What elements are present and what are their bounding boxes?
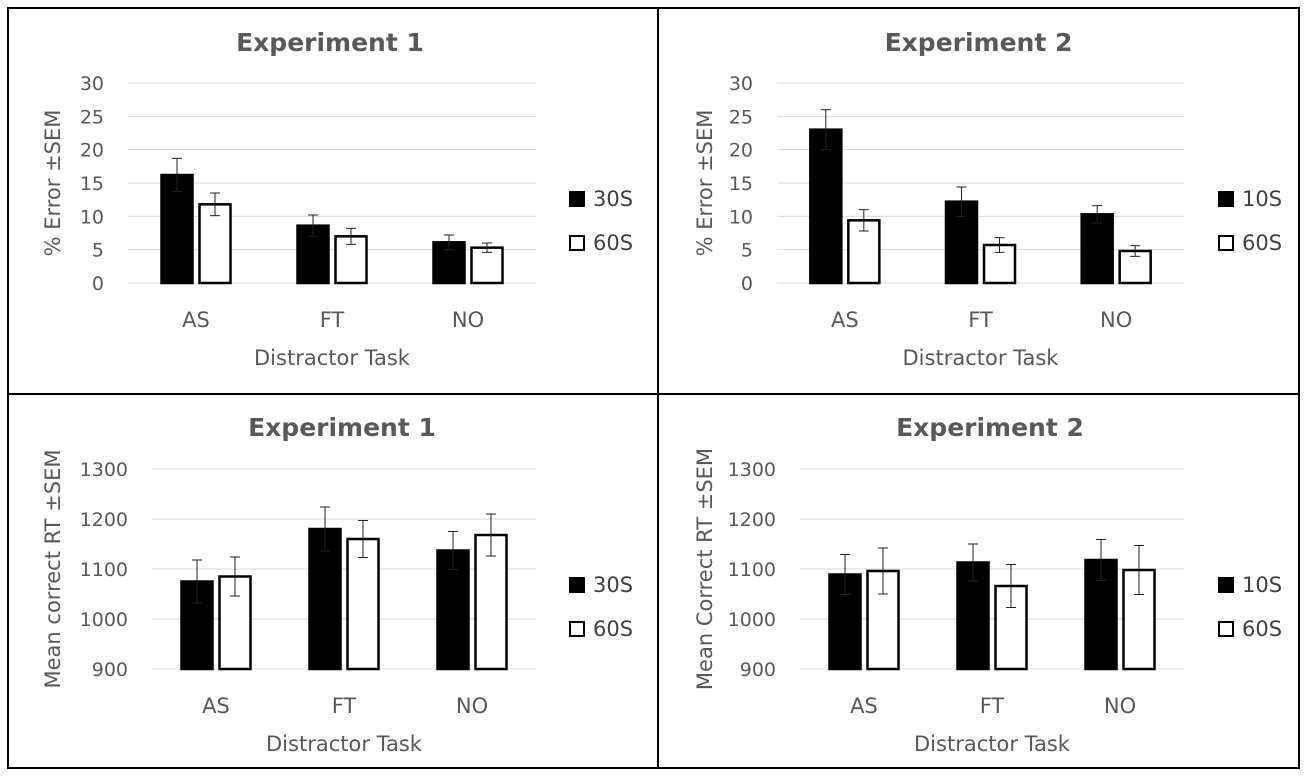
legend-swatch-60s <box>1218 235 1234 251</box>
legend-label-10s: 10S <box>1242 573 1282 597</box>
y-tick-label: 1200 <box>80 509 128 531</box>
bar-no-60s <box>470 246 504 285</box>
bar-no-30s <box>436 549 470 671</box>
legend-swatch-60s <box>569 235 585 251</box>
y-tick-label: 1100 <box>728 559 776 581</box>
y-tick-label: 20 <box>729 140 753 162</box>
bar-as-10s <box>809 128 843 285</box>
x-tick-label: NO <box>1100 308 1132 332</box>
legend-label-30s: 30S <box>593 573 633 597</box>
x-tick-label: FT <box>968 308 993 332</box>
bar-no-10s <box>1080 213 1114 285</box>
y-tick-label: 1100 <box>80 559 128 581</box>
x-tick-label: NO <box>1104 694 1136 718</box>
bar-ft-10s <box>956 561 990 671</box>
legend-swatch-10s <box>1218 191 1234 207</box>
y-tick-label: 0 <box>92 273 104 295</box>
x-tick-label: NO <box>452 308 484 332</box>
chart-title: Experiment 2 <box>896 413 1084 442</box>
legend-label-30s: 30S <box>593 187 633 211</box>
legend-swatch-60s <box>569 621 585 637</box>
y-tick-label: 900 <box>740 659 776 681</box>
x-tick-label: AS <box>182 308 210 332</box>
x-tick-label: NO <box>456 694 488 718</box>
y-tick-label: 0 <box>741 273 753 295</box>
bar-ft-60s <box>982 243 1017 285</box>
y-axis-label: Mean Correct RT ±SEM <box>693 448 717 690</box>
chart-panel-3: Experiment 1 900 1000 1100 1200 1300 Mean corr… <box>41 413 633 756</box>
y-tick-label: 1300 <box>728 459 776 481</box>
y-tick-label: 30 <box>729 73 753 95</box>
y-tick-label: 1300 <box>80 459 128 481</box>
x-tick-label: AS <box>202 694 230 718</box>
legend-label-60s: 60S <box>593 617 633 641</box>
x-axis-label: Distractor Task <box>254 346 411 370</box>
x-tick-label: AS <box>831 308 859 332</box>
bar-ft-60s <box>346 537 380 671</box>
figure-border <box>7 7 1300 769</box>
legend-swatch-60s <box>1218 621 1234 637</box>
chart-title: Experiment 1 <box>248 413 436 442</box>
y-tick-label: 15 <box>80 173 104 195</box>
x-tick-label: FT <box>320 308 345 332</box>
y-tick-label: 25 <box>729 106 753 128</box>
legend-swatch-10s <box>1218 577 1234 593</box>
chart-title: Experiment 2 <box>885 28 1073 57</box>
legend-label-10s: 10S <box>1242 187 1282 211</box>
legend-label-60s: 60S <box>1242 617 1282 641</box>
y-tick-label: 30 <box>80 73 104 95</box>
x-axis-label: Distractor Task <box>914 732 1071 756</box>
y-tick-label: 1000 <box>728 609 776 631</box>
legend-swatch-30s <box>569 191 585 207</box>
y-tick-label: 1000 <box>80 609 128 631</box>
y-tick-label: 900 <box>92 659 128 681</box>
x-tick-label: AS <box>850 694 878 718</box>
chart-panel-4: Experiment 2 900 1000 1100 1200 1300 Mean Corr… <box>693 413 1282 756</box>
chart-panel-1: Experiment 1 0 5 10 15 20 25 30 % Error ±SEM AS FT… <box>41 28 633 370</box>
y-tick-label: 10 <box>729 206 753 228</box>
bar-no-60s <box>474 533 508 671</box>
y-tick-label: 25 <box>80 106 104 128</box>
y-tick-label: 5 <box>741 240 753 262</box>
chart-title: Experiment 1 <box>236 28 424 57</box>
legend-label-60s: 60S <box>593 231 633 255</box>
y-axis-label: % Error ±SEM <box>693 110 717 257</box>
x-tick-label: FT <box>332 694 357 718</box>
y-axis-label: % Error ±SEM <box>41 110 65 257</box>
y-tick-label: 15 <box>729 173 753 195</box>
chart-panel-2: Experiment 2 0 5 10 15 20 25 30 % Error ±SEM AS FT… <box>693 28 1282 370</box>
legend-swatch-30s <box>569 577 585 593</box>
x-axis-label: Distractor Task <box>903 346 1060 370</box>
y-tick-label: 20 <box>80 140 104 162</box>
x-axis-label: Distractor Task <box>266 732 423 756</box>
x-tick-label: FT <box>980 694 1005 718</box>
y-axis-label: Mean correct RT ±SEM <box>41 450 65 689</box>
y-tick-label: 5 <box>92 240 104 262</box>
y-tick-label: 10 <box>80 206 104 228</box>
legend-label-60s: 60S <box>1242 231 1282 255</box>
y-tick-label: 1200 <box>728 509 776 531</box>
bar-as-30s <box>160 173 194 285</box>
